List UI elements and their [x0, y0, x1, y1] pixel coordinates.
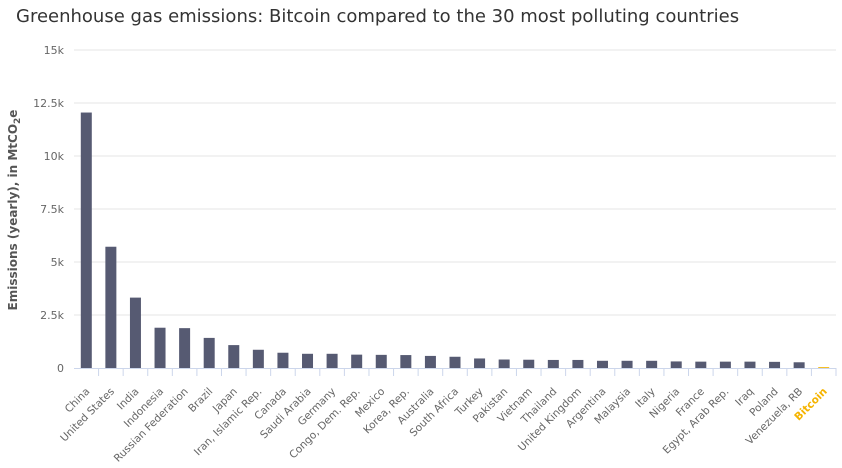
y-axis-ticks: 0 2.5k 5k 7.5k 10k 12.5k 15k	[33, 44, 64, 375]
bar[interactable]	[818, 367, 830, 368]
y-tick-label: 10k	[44, 150, 65, 163]
bar[interactable]	[596, 360, 608, 368]
bar[interactable]	[719, 361, 731, 368]
bar[interactable]	[400, 355, 412, 368]
bar[interactable]	[277, 352, 289, 368]
y-tick-label: 2.5k	[40, 309, 64, 322]
bar[interactable]	[154, 327, 166, 368]
y-tick-label: 12.5k	[33, 97, 64, 110]
bar[interactable]	[670, 361, 682, 368]
bar[interactable]	[744, 361, 756, 368]
bar[interactable]	[179, 328, 191, 368]
bar[interactable]	[474, 358, 486, 368]
gridlines	[74, 49, 836, 316]
bar[interactable]	[523, 359, 535, 368]
bar[interactable]	[203, 337, 215, 368]
bar[interactable]	[228, 345, 240, 368]
bar[interactable]	[375, 354, 387, 368]
y-tick-label: 5k	[51, 256, 65, 269]
bar[interactable]	[769, 361, 781, 368]
y-tick-label: 0	[57, 362, 64, 375]
y-tick-label: 7.5k	[40, 203, 64, 216]
bar[interactable]	[646, 360, 658, 368]
bar[interactable]	[105, 246, 117, 368]
bar[interactable]	[572, 359, 584, 368]
bar[interactable]	[793, 362, 805, 368]
x-tick-label: Brazil	[186, 386, 215, 415]
bar[interactable]	[302, 353, 314, 368]
bar[interactable]	[326, 353, 338, 368]
y-tick-label: 15k	[44, 44, 65, 57]
bar[interactable]	[129, 297, 141, 368]
bar[interactable]	[351, 354, 363, 368]
x-axis	[74, 368, 837, 376]
y-axis-title: Emissions (yearly), in MtCO2e	[6, 110, 23, 311]
chart-title: Greenhouse gas emissions: Bitcoin compar…	[16, 6, 740, 27]
bar[interactable]	[498, 359, 510, 368]
bar[interactable]	[621, 360, 633, 368]
bar[interactable]	[695, 361, 707, 368]
bar[interactable]	[80, 112, 92, 368]
bar[interactable]	[252, 349, 264, 368]
bar[interactable]	[547, 359, 559, 368]
bar[interactable]	[424, 355, 436, 368]
bar[interactable]	[449, 356, 461, 368]
bars	[80, 112, 830, 368]
